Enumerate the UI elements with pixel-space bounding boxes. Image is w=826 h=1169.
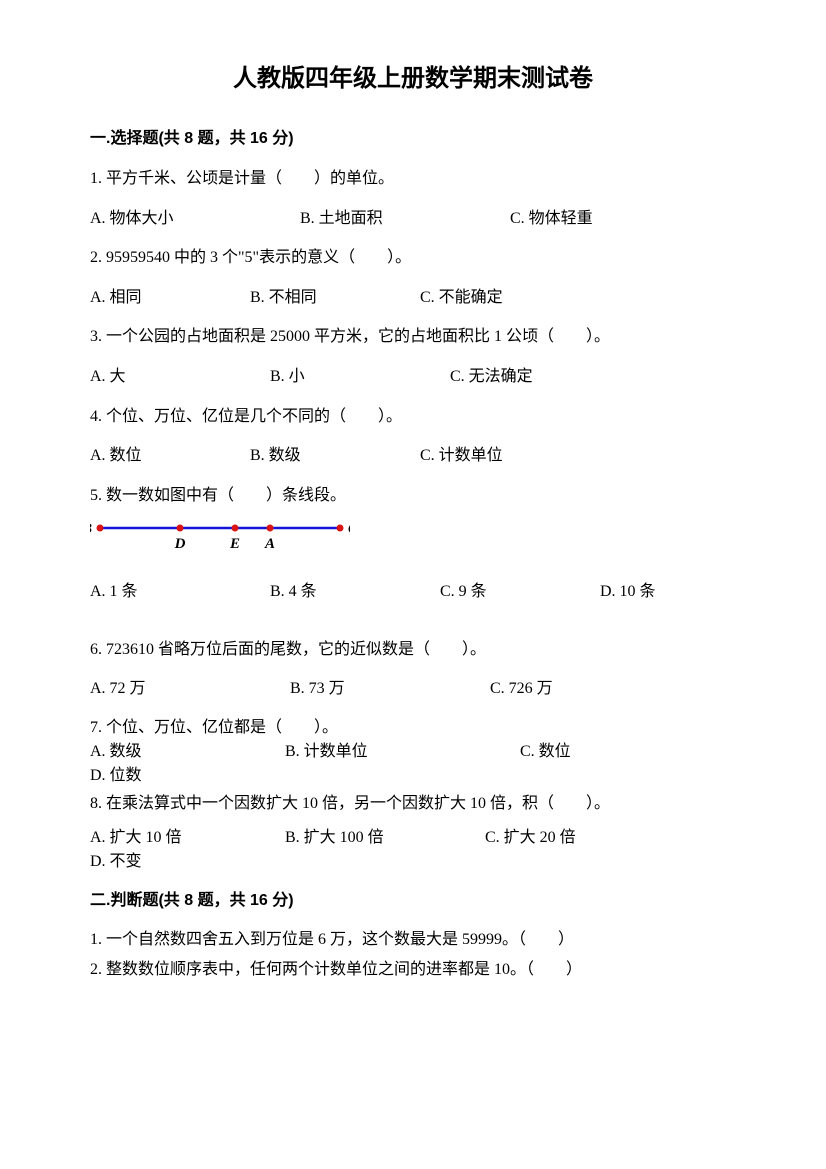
question-2: 2. 95959540 中的 3 个"5"表示的意义（ ）。 A. 相同 B. …	[90, 245, 736, 310]
svg-text:C: C	[348, 521, 350, 537]
q8-option-c: C. 扩大 20 倍	[485, 829, 576, 846]
q8-text: 8. 在乘法算式中一个因数扩大 10 倍，另一个因数扩大 10 倍，积（ ）。	[90, 792, 736, 816]
q5-text: 5. 数一数如图中有（ ）条线段。	[90, 483, 736, 509]
question-6: 6. 723610 省略万位后面的尾数，它的近似数是（ ）。 A. 72 万 B…	[90, 637, 736, 702]
q6-option-c: C. 726 万	[490, 676, 736, 702]
q8-options-line2: D. 不变	[90, 850, 736, 874]
q1-option-a: A. 物体大小	[90, 206, 300, 232]
question-5: 5. 数一数如图中有（ ）条线段。 B D E A C A. 1 条 B. 4 条 C.…	[90, 483, 736, 605]
q6-options: A. 72 万 B. 73 万 C. 726 万	[90, 676, 736, 702]
q3-option-b: B. 小	[270, 364, 450, 390]
question-7: 7. 个位、万位、亿位都是（ ）。 A. 数级B. 计数单位C. 数位 D. 位…	[90, 716, 736, 788]
q1-option-c: C. 物体轻重	[510, 206, 736, 232]
q4-option-a: A. 数位	[90, 443, 250, 469]
q2-option-b: B. 不相同	[250, 285, 420, 311]
q8-options: A. 扩大 10 倍B. 扩大 100 倍C. 扩大 20 倍	[90, 826, 736, 850]
q5-option-a: A. 1 条	[90, 579, 270, 605]
q3-options: A. 大 B. 小 C. 无法确定	[90, 364, 736, 390]
q1-options: A. 物体大小 B. 土地面积 C. 物体轻重	[90, 206, 736, 232]
q1-text: 1. 平方千米、公顷是计量（ ）的单位。	[90, 166, 736, 192]
question-3: 3. 一个公园的占地面积是 25000 平方米，它的占地面积比 1 公顷（ ）。…	[90, 324, 736, 389]
svg-text:A: A	[264, 536, 275, 552]
q3-option-c: C. 无法确定	[450, 364, 736, 390]
q8-option-b: B. 扩大 100 倍	[285, 826, 485, 850]
q7-text: 7. 个位、万位、亿位都是（ ）。	[90, 716, 736, 740]
line-segment-icon: BDEAC	[90, 518, 350, 552]
svg-text:B: B	[90, 521, 92, 537]
q5-option-b: B. 4 条	[270, 579, 440, 605]
q5-diagram: BDEAC	[90, 518, 736, 561]
svg-text:E: E	[229, 536, 240, 552]
q6-text: 6. 723610 省略万位后面的尾数，它的近似数是（ ）。	[90, 637, 736, 663]
q4-options: A. 数位 B. 数级 C. 计数单位	[90, 443, 736, 469]
section-2-header: 二.判断题(共 8 题，共 16 分)	[90, 888, 736, 914]
q5-option-d: D. 10 条	[600, 579, 736, 605]
judge-q2: 2. 整数数位顺序表中，任何两个计数单位之间的进率都是 10。（ ）	[90, 957, 736, 983]
q7-option-b: B. 计数单位	[285, 740, 520, 764]
judge-q1: 1. 一个自然数四舍五入到万位是 6 万，这个数最大是 59999。（ ）	[90, 927, 736, 953]
q8-option-a: A. 扩大 10 倍	[90, 826, 285, 850]
q1-option-b: B. 土地面积	[300, 206, 510, 232]
q7-option-c: C. 数位	[520, 743, 571, 760]
question-1: 1. 平方千米、公顷是计量（ ）的单位。 A. 物体大小 B. 土地面积 C. …	[90, 166, 736, 231]
q7-option-a: A. 数级	[90, 740, 285, 764]
page-title: 人教版四年级上册数学期末测试卷	[90, 60, 736, 98]
q4-option-b: B. 数级	[250, 443, 420, 469]
q2-options: A. 相同 B. 不相同 C. 不能确定	[90, 285, 736, 311]
q7-option-d: D. 位数	[90, 764, 255, 788]
q4-text: 4. 个位、万位、亿位是几个不同的（ ）。	[90, 404, 736, 430]
question-8: 8. 在乘法算式中一个因数扩大 10 倍，另一个因数扩大 10 倍，积（ ）。 …	[90, 792, 736, 874]
q7-options: A. 数级B. 计数单位C. 数位	[90, 740, 736, 764]
q3-option-a: A. 大	[90, 364, 270, 390]
q2-text: 2. 95959540 中的 3 个"5"表示的意义（ ）。	[90, 245, 736, 271]
q2-option-c: C. 不能确定	[420, 285, 736, 311]
q7-options-line2: D. 位数	[90, 764, 736, 788]
q8-option-d: D. 不变	[90, 850, 205, 874]
q5-options: A. 1 条 B. 4 条 C. 9 条 D. 10 条	[90, 579, 736, 605]
q6-option-b: B. 73 万	[290, 676, 490, 702]
section-1-header: 一.选择题(共 8 题，共 16 分)	[90, 126, 736, 152]
q4-option-c: C. 计数单位	[420, 443, 736, 469]
q6-option-a: A. 72 万	[90, 676, 290, 702]
svg-text:D: D	[174, 536, 186, 552]
q5-option-c: C. 9 条	[440, 579, 600, 605]
q3-text: 3. 一个公园的占地面积是 25000 平方米，它的占地面积比 1 公顷（ ）。	[90, 324, 736, 350]
q2-option-a: A. 相同	[90, 285, 250, 311]
question-4: 4. 个位、万位、亿位是几个不同的（ ）。 A. 数位 B. 数级 C. 计数单…	[90, 404, 736, 469]
